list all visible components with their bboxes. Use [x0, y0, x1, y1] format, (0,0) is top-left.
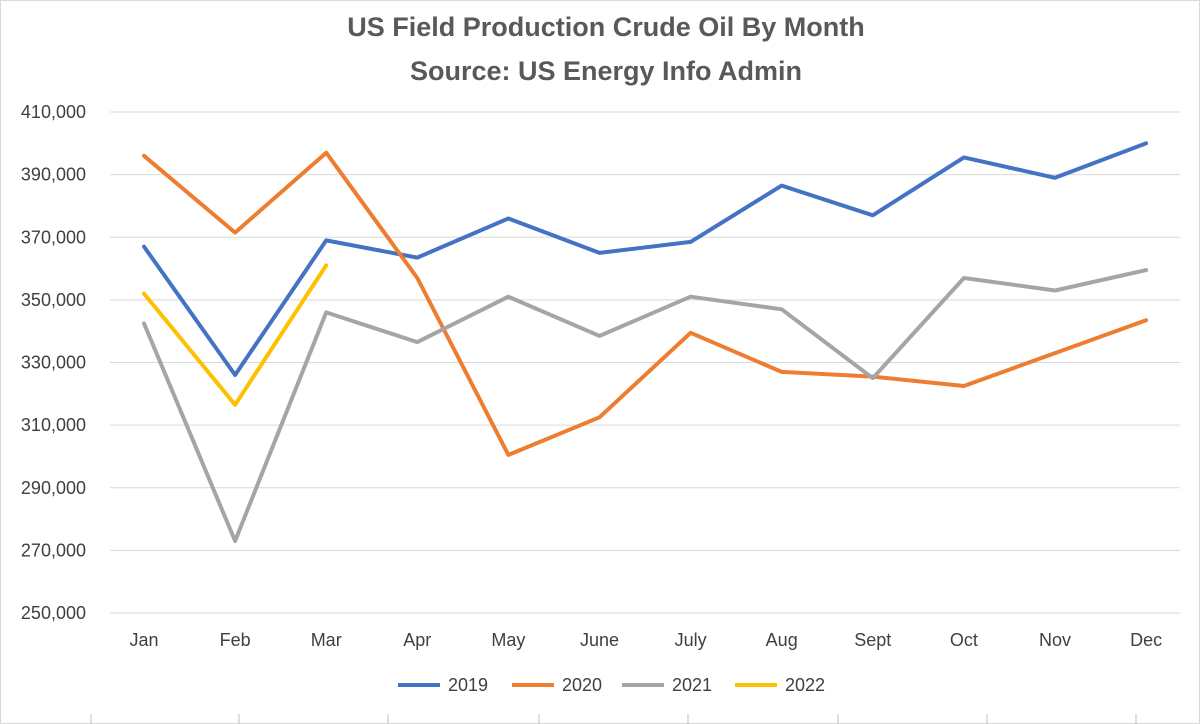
- y-tick-label: 290,000: [21, 478, 86, 498]
- legend: 2019 2020 2021 2022: [398, 675, 825, 695]
- series-line-2019: [142, 141, 1149, 377]
- x-tick-label: May: [491, 630, 525, 650]
- x-tick-label: Sept: [854, 630, 891, 650]
- y-tick-label: 370,000: [21, 227, 86, 247]
- x-tick-label: July: [675, 630, 707, 650]
- y-tick-label: 390,000: [21, 165, 86, 185]
- x-axis-ticks: Jan Feb Mar Apr May June July Aug Sept Oct Nov Dec: [129, 630, 1162, 650]
- y-tick-label: 310,000: [21, 415, 86, 435]
- x-tick-label: Dec: [1130, 630, 1162, 650]
- x-tick-label: Mar: [311, 630, 342, 650]
- x-tick-label: Nov: [1039, 630, 1071, 650]
- series-line-2020: [142, 150, 1149, 457]
- legend-label: 2021: [672, 675, 712, 695]
- series-line-2022: [142, 263, 329, 407]
- x-tick-label: Oct: [950, 630, 978, 650]
- y-tick-label: 410,000: [21, 102, 86, 122]
- series-lines: [142, 141, 1149, 543]
- x-tick-label: Aug: [766, 630, 798, 650]
- x-tick-label: June: [580, 630, 619, 650]
- y-tick-label: 270,000: [21, 540, 86, 560]
- y-tick-label: 330,000: [21, 353, 86, 373]
- chart-title: US Field Production Crude Oil By Month: [347, 12, 865, 42]
- y-axis-ticks: 250,000 270,000 290,000 310,000 330,000 350,0…: [21, 102, 86, 623]
- legend-label: 2019: [448, 675, 488, 695]
- x-tick-label: Jan: [129, 630, 158, 650]
- chart-subtitle: Source: US Energy Info Admin: [410, 56, 802, 86]
- legend-label: 2020: [562, 675, 602, 695]
- legend-label: 2022: [785, 675, 825, 695]
- bottom-axis-marks: [90, 714, 1137, 724]
- series-line-2021: [142, 268, 1149, 543]
- gridlines: [110, 111, 1180, 614]
- x-tick-label: Apr: [403, 630, 431, 650]
- y-tick-label: 350,000: [21, 290, 86, 310]
- y-tick-label: 250,000: [21, 603, 86, 623]
- x-tick-label: Feb: [220, 630, 251, 650]
